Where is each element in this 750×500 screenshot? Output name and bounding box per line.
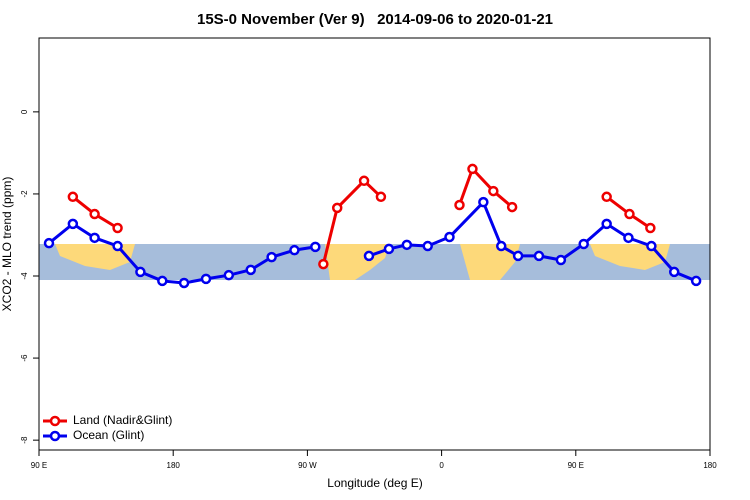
legend-label: Ocean (Glint) xyxy=(73,428,144,442)
data-point xyxy=(495,240,507,252)
data-point xyxy=(223,269,235,281)
x-tick-label: 180 xyxy=(167,461,181,470)
data-point xyxy=(533,250,545,262)
data-point xyxy=(512,250,524,262)
data-point xyxy=(422,240,433,252)
data-point xyxy=(623,232,634,244)
data-point xyxy=(200,273,212,285)
data-point xyxy=(444,231,455,243)
data-point xyxy=(178,277,190,289)
data-point xyxy=(646,240,657,252)
legend-marker xyxy=(49,430,61,442)
y-axis-label: XCO2 - MLO trend (ppm) xyxy=(0,177,14,312)
data-point xyxy=(331,202,343,214)
data-point xyxy=(157,275,168,287)
data-point xyxy=(624,208,635,220)
data-point xyxy=(318,258,329,270)
data-point xyxy=(578,238,589,250)
x-tick-label: 90 W xyxy=(298,461,317,470)
data-point xyxy=(690,275,702,287)
data-point xyxy=(43,237,55,249)
data-point xyxy=(506,201,518,213)
plot-frame xyxy=(38,37,711,451)
data-point xyxy=(135,266,146,278)
data-point xyxy=(383,243,395,255)
x-axis-label: Longitude (deg E) xyxy=(327,476,422,490)
data-point xyxy=(67,218,79,230)
x-tick-label: 90 E xyxy=(568,461,584,470)
data-point xyxy=(112,222,123,234)
data-point xyxy=(478,196,489,208)
data-point xyxy=(401,239,413,251)
data-point xyxy=(488,185,499,197)
data-point xyxy=(89,208,100,220)
data-point xyxy=(467,163,478,175)
data-point xyxy=(245,264,256,276)
y-tick-label: -8 xyxy=(20,436,29,444)
data-point xyxy=(363,250,375,262)
data-point xyxy=(310,241,321,253)
land-shape xyxy=(460,244,520,280)
data-point xyxy=(454,199,465,211)
y-tick-label: -2 xyxy=(20,190,29,198)
x-tick-label: 90 E xyxy=(31,461,47,470)
legend-label: Land (Nadir&Glint) xyxy=(73,413,172,427)
data-point xyxy=(266,251,277,263)
data-point xyxy=(89,232,100,244)
data-point xyxy=(112,240,123,252)
data-point xyxy=(601,218,612,230)
y-tick-label: -6 xyxy=(20,354,29,362)
data-point xyxy=(668,266,680,278)
y-tick-label: 0 xyxy=(20,109,29,114)
data-point xyxy=(645,222,656,234)
legend-marker xyxy=(49,415,61,427)
chart-title: 15S-0 November (Ver 9) 2014-09-06 to 202… xyxy=(197,11,553,28)
data-point xyxy=(358,175,370,187)
x-tick-label: 180 xyxy=(703,461,717,470)
y-tick-label: -4 xyxy=(20,272,29,280)
data-point xyxy=(289,244,300,256)
data-point xyxy=(67,191,79,203)
data-point xyxy=(375,191,387,203)
data-point xyxy=(555,254,567,266)
data-point xyxy=(601,191,612,203)
x-tick-label: 0 xyxy=(439,461,444,470)
